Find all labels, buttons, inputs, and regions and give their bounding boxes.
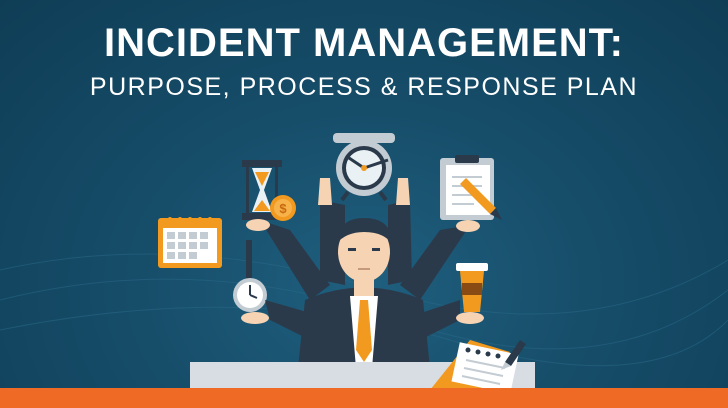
- pen-icon: [501, 340, 526, 370]
- face: [338, 222, 390, 282]
- banner-title: INCIDENT MANAGEMENT:: [104, 21, 624, 65]
- alarm-clock-icon: [333, 133, 395, 202]
- stopwatch-icon: [233, 240, 267, 312]
- hourglass-icon: [242, 160, 282, 220]
- hands: [241, 178, 484, 324]
- svg-text:$: $: [279, 201, 287, 216]
- clipboard-icon: [440, 155, 502, 220]
- banner-subtitle: PURPOSE, PROCESS & RESPONSE PLAN: [89, 73, 639, 101]
- notepad-icon: [430, 340, 519, 394]
- calendar-icon: [158, 217, 222, 268]
- coin-icon: $: [270, 195, 296, 221]
- bottom-accent-bar: [0, 388, 728, 408]
- pencil-icon: [460, 178, 502, 220]
- coffee-cup-icon: [456, 263, 488, 312]
- tie: [356, 300, 372, 362]
- hair: [336, 218, 392, 244]
- businessman-figure: [298, 218, 430, 368]
